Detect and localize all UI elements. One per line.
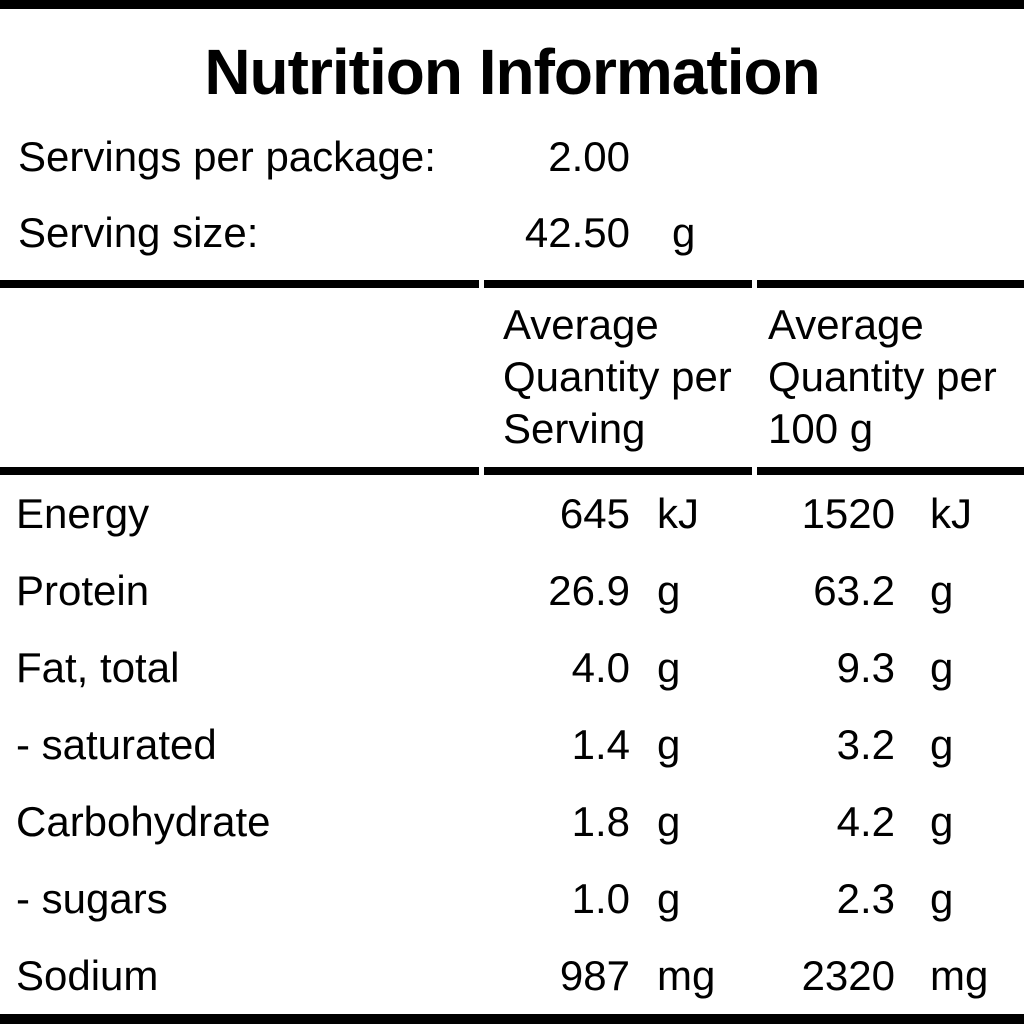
per-100g-unit: g xyxy=(930,643,954,691)
per-100g-value: 9.3 xyxy=(836,643,895,691)
per-serving-unit: g xyxy=(657,797,681,845)
nutrient-name: - sugars xyxy=(16,874,168,922)
per-serving-value: 1.8 xyxy=(571,797,630,845)
table-row-energy: Energy 645 kJ 1520 kJ xyxy=(0,475,1024,552)
per-100g-value: 2320 xyxy=(801,951,895,999)
header-per-100g-column: Average Quantity per 100 g xyxy=(768,301,997,452)
per-serving-value: 1.4 xyxy=(571,720,630,768)
table-row-sodium: Sodium 987 mg 2320 mg xyxy=(0,937,1024,1014)
per-100g-value: 2.3 xyxy=(836,874,895,922)
per-100g-value: 63.2 xyxy=(813,566,895,614)
page-title: Nutrition Information xyxy=(204,36,820,108)
per-serving-unit: g xyxy=(657,566,681,614)
per-100g-unit: g xyxy=(930,874,954,922)
table-row-carbohydrate: Carbohydrate 1.8 g 4.2 g xyxy=(0,783,1024,860)
nutrient-name: Fat, total xyxy=(16,643,180,691)
per-serving-value: 1.0 xyxy=(571,874,630,922)
table-row-fat-total: Fat, total 4.0 g 9.3 g xyxy=(0,629,1024,706)
per-100g-unit: kJ xyxy=(930,489,972,537)
nutrient-name: Sodium xyxy=(16,951,159,999)
per-serving-value: 26.9 xyxy=(548,566,630,614)
table-row-sugars: - sugars 1.0 g 2.3 g xyxy=(0,860,1024,937)
per-100g-unit: g xyxy=(930,797,954,845)
serving-size-value: 42.50 xyxy=(524,209,630,256)
nutrient-name: Carbohydrate xyxy=(16,797,271,845)
servings-per-package-row: Servings per package: 2.00 xyxy=(0,119,1024,195)
per-serving-value: 645 xyxy=(559,489,630,537)
per-serving-unit: g xyxy=(657,874,681,922)
table-header-row: Average Quantity per Serving Average Qua… xyxy=(0,288,1024,467)
serving-size-row: Serving size: 42.50 g xyxy=(0,195,1024,271)
per-serving-unit: g xyxy=(657,643,681,691)
per-100g-value: 1520 xyxy=(801,489,895,537)
nutrient-name: - saturated xyxy=(16,720,217,768)
nutrient-table-body: Energy 645 kJ 1520 kJ Protein 26.9 g 63.… xyxy=(0,475,1024,1014)
per-100g-value: 3.2 xyxy=(836,720,895,768)
serving-size-unit: g xyxy=(672,209,696,256)
serving-size-label: Serving size: xyxy=(18,209,259,256)
per-serving-unit: g xyxy=(657,720,681,768)
header-nutrient-column xyxy=(0,288,484,467)
per-100g-unit: g xyxy=(930,566,954,614)
serving-info-section: Servings per package: 2.00 Serving size:… xyxy=(0,119,1024,271)
servings-per-package-value: 2.00 xyxy=(548,133,630,180)
per-100g-unit: g xyxy=(930,720,954,768)
nutrient-name: Protein xyxy=(16,566,150,614)
per-serving-unit: kJ xyxy=(657,489,699,537)
per-serving-value: 4.0 xyxy=(571,643,630,691)
divider-above-header xyxy=(0,280,1024,288)
servings-per-package-label: Servings per package: xyxy=(18,133,436,180)
table-row-protein: Protein 26.9 g 63.2 g xyxy=(0,552,1024,629)
divider-below-header xyxy=(0,467,1024,475)
per-serving-value: 987 xyxy=(559,951,630,999)
table-row-saturated: - saturated 1.4 g 3.2 g xyxy=(0,706,1024,783)
header-per-serving-column: Average Quantity per Serving xyxy=(503,301,732,452)
per-100g-value: 4.2 xyxy=(836,797,895,845)
nutrient-name: Energy xyxy=(16,489,150,537)
per-serving-unit: mg xyxy=(657,951,716,999)
per-100g-unit: mg xyxy=(930,951,989,999)
